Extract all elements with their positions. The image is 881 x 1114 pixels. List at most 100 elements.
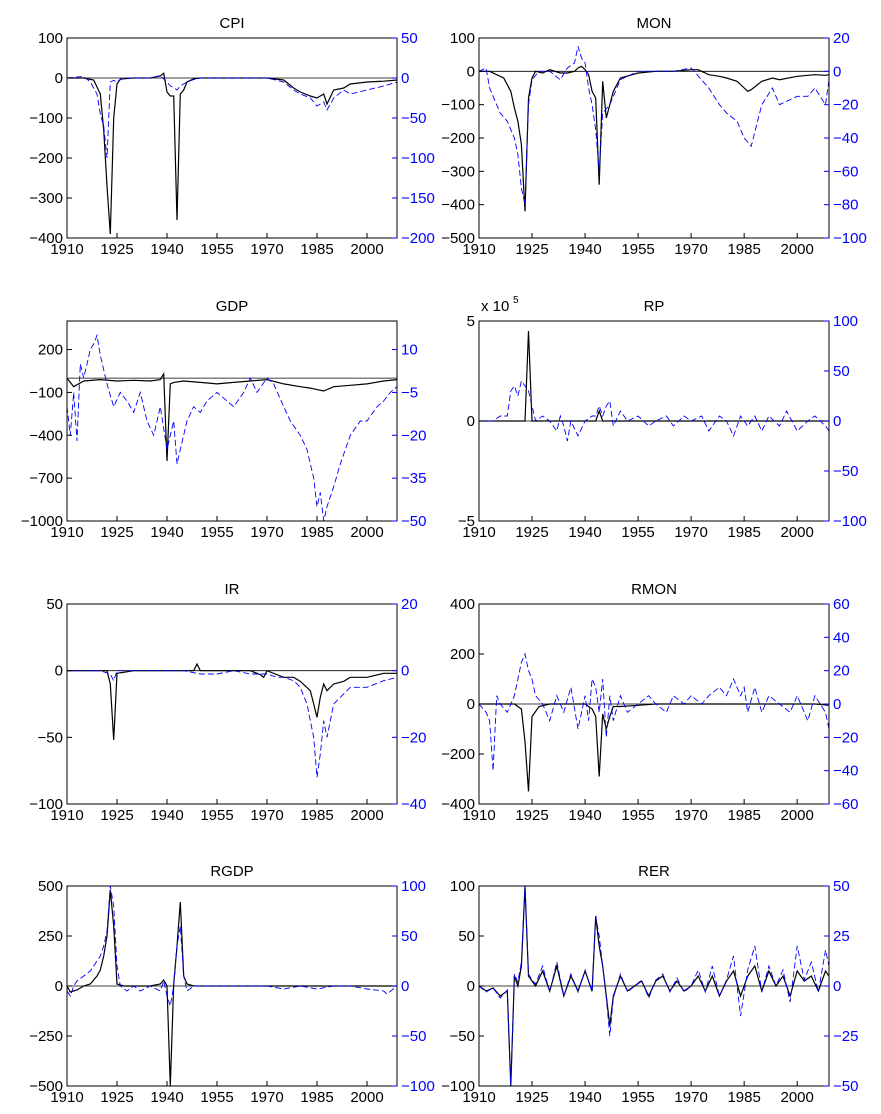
- chart-panel-cpi: CPI −400 −300 −200 −100 0 100 −200 −150 −100 −50 0 5…: [29, 15, 435, 258]
- x-tick-label: 1940: [568, 1089, 601, 1106]
- y2-tick-label: −40: [401, 796, 426, 813]
- y2-tick-label: −100: [401, 1078, 435, 1095]
- y-tick-label: −400: [441, 197, 475, 214]
- chart-panel-ir: IR −100 −50 0 50 −40 −20 0 20 1910 1925 1940 1955 197…: [29, 581, 426, 824]
- y2-tick-label: 20: [833, 663, 850, 680]
- y-tick-label: −200: [441, 130, 475, 147]
- x-tick-label: 1985: [300, 524, 333, 541]
- x-tick-label: 1970: [250, 1089, 283, 1106]
- y-tick-label: −300: [29, 190, 63, 207]
- series-line-left-axis: [67, 72, 397, 235]
- y2-tick-label: 0: [833, 413, 841, 430]
- y2-tick-label: −50: [401, 1028, 426, 1045]
- x-tick-label: 1955: [621, 524, 654, 541]
- y2-tick-label: 100: [401, 878, 426, 895]
- y2-tick-label: 0: [401, 70, 409, 87]
- y-tick-label: −400: [29, 230, 63, 247]
- x-tick-label: 1910: [50, 1089, 83, 1106]
- y2-tick-label: 0: [401, 978, 409, 995]
- y2-tick-label: −20: [833, 729, 858, 746]
- y-tick-label: 100: [450, 30, 475, 47]
- y-tick-label: 250: [38, 928, 63, 945]
- y2-tick-label: −50: [833, 463, 858, 480]
- y2-tick-label: −60: [833, 796, 858, 813]
- x-tick-label: 1985: [727, 524, 760, 541]
- series-line-right-axis: [67, 75, 397, 159]
- y2-tick-label: 25: [833, 928, 850, 945]
- y-tick-label: 400: [450, 596, 475, 613]
- x-tick-label: 1925: [515, 524, 548, 541]
- x-tick-label: 2000: [350, 1089, 383, 1106]
- y2-tick-label: −100: [401, 150, 435, 167]
- y-tick-label: −5: [458, 513, 475, 530]
- y2-tick-label: 0: [833, 63, 841, 80]
- y-tick-label: 0: [55, 978, 63, 995]
- x-tick-label: 1910: [462, 807, 495, 824]
- y-tick-label: −50: [38, 729, 63, 746]
- y-tick-label: −1000: [21, 513, 63, 530]
- y-tick-label: 50: [458, 928, 475, 945]
- x-tick-label: 1955: [200, 807, 233, 824]
- y2-tick-label: −20: [401, 729, 426, 746]
- chart-title: RGDP: [210, 863, 253, 880]
- x-tick-label: 1970: [674, 241, 707, 258]
- x-tick-label: 1910: [462, 1089, 495, 1106]
- chart-title: RER: [638, 863, 670, 880]
- y2-tick-label: 40: [833, 629, 850, 646]
- y2-tick-label: 50: [401, 30, 418, 47]
- x-tick-label: 1940: [150, 524, 183, 541]
- y2-tick-label: −5: [401, 384, 418, 401]
- plot-frame: [66, 603, 398, 805]
- y-tick-label: −400: [441, 796, 475, 813]
- y2-tick-label: 50: [833, 878, 850, 895]
- y-tick-label: 0: [55, 663, 63, 680]
- chart-title: RP: [644, 298, 665, 315]
- y-tick-label: −250: [29, 1028, 63, 1045]
- x-tick-label: 2000: [780, 241, 813, 258]
- x-tick-label: 2000: [350, 524, 383, 541]
- y2-tick-label: −100: [833, 230, 867, 247]
- x-tick-label: 1910: [50, 524, 83, 541]
- x-tick-label: 1985: [727, 241, 760, 258]
- y2-tick-label: −100: [833, 513, 867, 530]
- y-tick-label: −700: [29, 470, 63, 487]
- y2-tick-label: −50: [401, 110, 426, 127]
- x-tick-label: 1970: [674, 1089, 707, 1106]
- y2-tick-label: −80: [833, 197, 858, 214]
- exponent-superscript: 5: [513, 295, 519, 306]
- plot-frame: [478, 37, 830, 239]
- y-tick-label: 200: [450, 646, 475, 663]
- y2-tick-label: −40: [833, 763, 858, 780]
- x-tick-label: 1940: [568, 524, 601, 541]
- y-tick-label: 100: [450, 878, 475, 895]
- x-tick-label: 1985: [300, 1089, 333, 1106]
- series-line-left-axis: [67, 889, 397, 1086]
- y2-tick-label: 0: [833, 978, 841, 995]
- x-tick-label: 1940: [150, 1089, 183, 1106]
- series-line-right-axis: [67, 670, 397, 778]
- y2-tick-label: 10: [401, 342, 418, 359]
- chart-title: IR: [225, 581, 240, 598]
- x-tick-label: 1940: [150, 807, 183, 824]
- y-tick-label: −50: [450, 1028, 475, 1045]
- y2-tick-label: −200: [401, 230, 435, 247]
- y-tick-label: 0: [55, 70, 63, 87]
- x-tick-label: 1910: [50, 241, 83, 258]
- y2-tick-label: 0: [401, 663, 409, 680]
- y-tick-label: 0: [467, 413, 475, 430]
- x-tick-label: 1910: [462, 241, 495, 258]
- exponent-label: x 10: [481, 298, 509, 315]
- x-tick-label: 1985: [300, 807, 333, 824]
- x-tick-label: 1955: [200, 524, 233, 541]
- series-line-left-axis: [479, 703, 829, 792]
- y-tick-label: 200: [38, 342, 63, 359]
- y-tick-label: −200: [29, 150, 63, 167]
- x-tick-label: 1955: [621, 241, 654, 258]
- y-tick-label: 0: [467, 696, 475, 713]
- series-line-right-axis: [479, 652, 829, 771]
- x-tick-label: 2000: [780, 807, 813, 824]
- x-tick-label: 1955: [200, 1089, 233, 1106]
- x-tick-label: 2000: [350, 807, 383, 824]
- x-tick-label: 2000: [350, 241, 383, 258]
